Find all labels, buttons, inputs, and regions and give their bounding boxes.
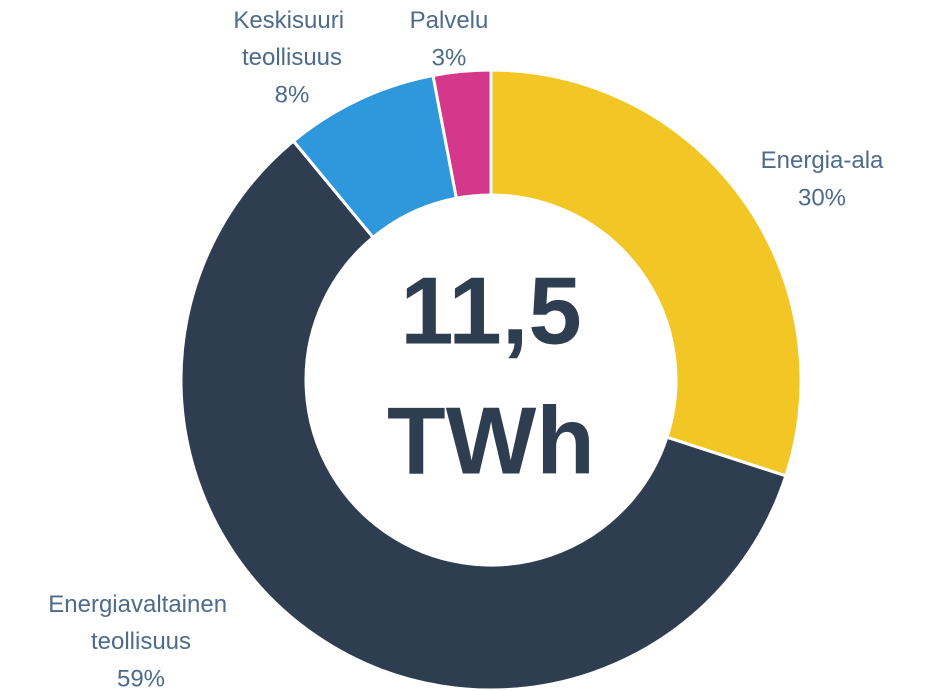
center-text: TWh (387, 387, 595, 494)
donut-slice (291, 73, 459, 240)
slice-value-label: 3% (432, 44, 467, 71)
slice-label: Energia-ala (761, 147, 884, 174)
slice-label: Palvelu (410, 7, 489, 34)
slice-value-label: 8% (275, 81, 310, 108)
slice-value-label: 30% (798, 184, 846, 211)
slice-label: Energiavaltainen teollisuus (48, 591, 233, 655)
slice-label: Keskisuuri teollisuus (233, 7, 350, 71)
center-text: 11,5 (400, 257, 582, 364)
slice-value-label: 59% (117, 665, 165, 691)
donut-slice (179, 139, 788, 691)
donut-slice (489, 68, 803, 478)
